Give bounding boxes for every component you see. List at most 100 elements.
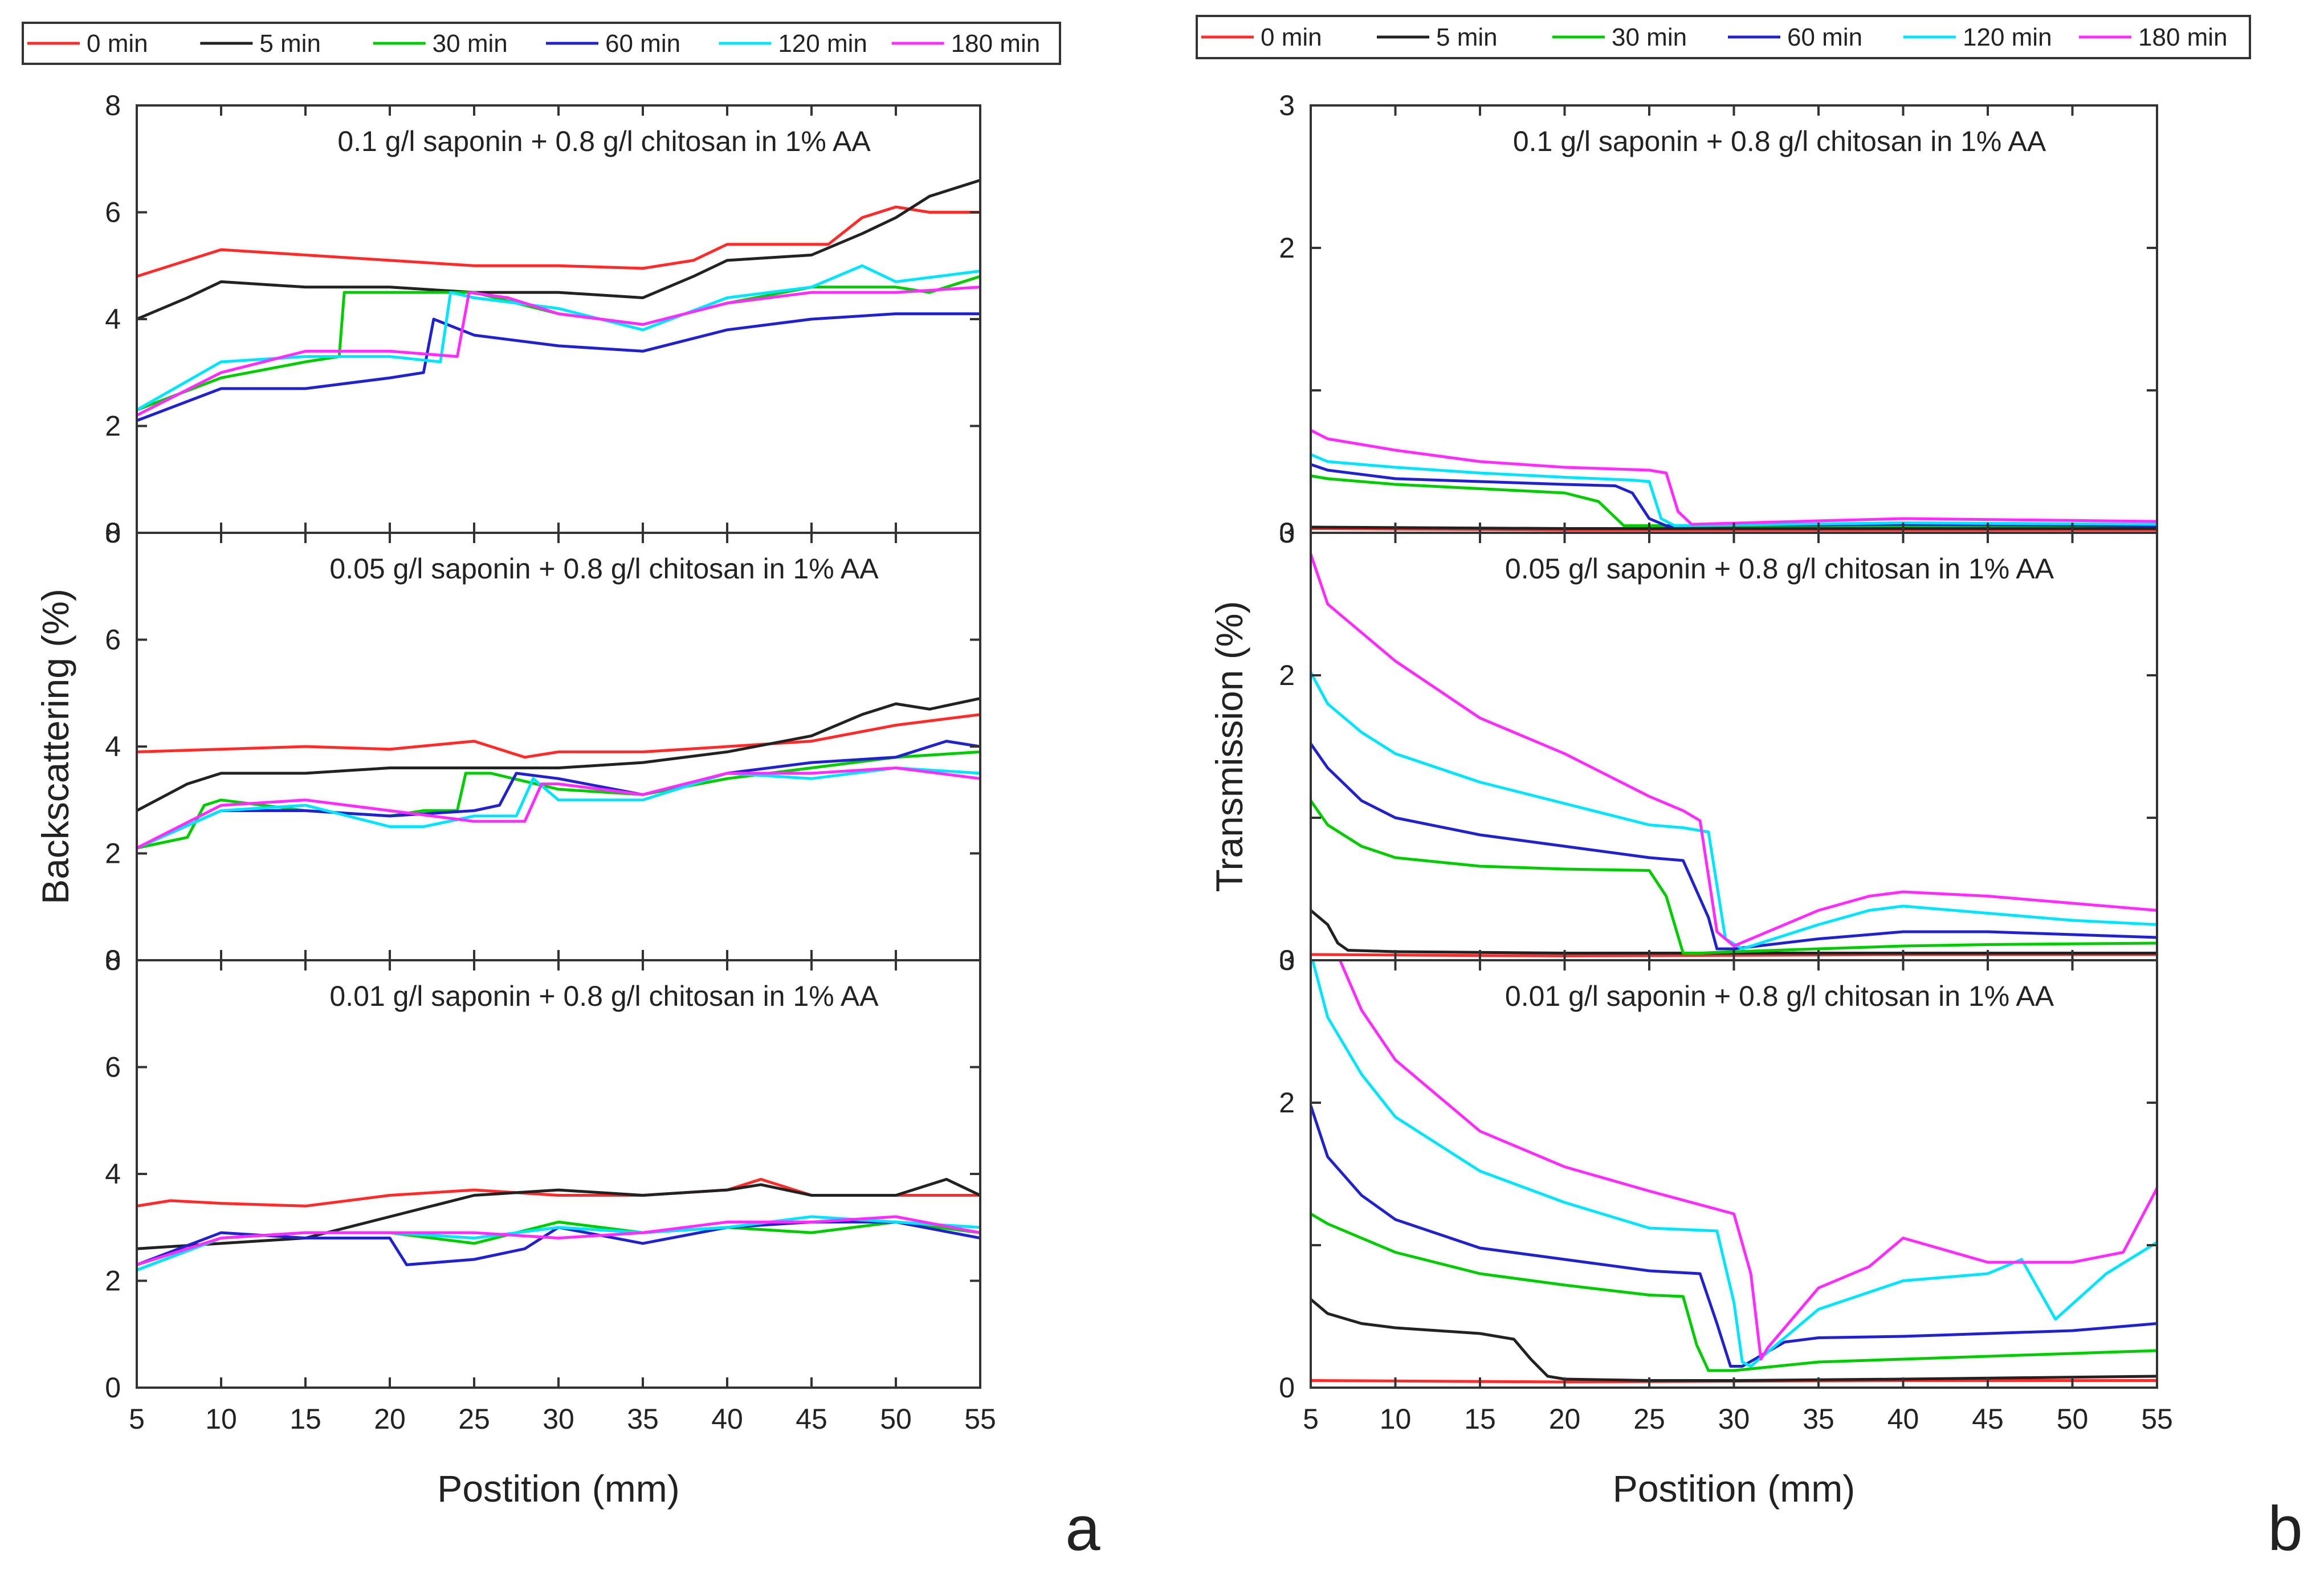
legend-item-0-min: 0 min	[27, 30, 148, 58]
tr-xtick-label: 45	[1972, 1403, 2004, 1435]
bs-xtick-label: 10	[205, 1403, 237, 1435]
bs-panel-3-frame	[136, 959, 981, 1389]
bs-panel-1-series-5-min	[137, 178, 980, 321]
bs-panel-2-ytick-label: 0	[105, 944, 121, 976]
legend-item-60-min: 60 min	[1728, 23, 1862, 51]
panel-letter-b: b	[2268, 1494, 2302, 1564]
bs-panel-3-series-0-min	[137, 1177, 980, 1208]
tr-panel-3-ytick-label: 2	[1279, 1087, 1295, 1119]
tr-panel-2-series-180-min	[1311, 553, 2157, 948]
legend-label: 5 min	[1436, 23, 1498, 51]
bs-xtick-label: 15	[290, 1403, 321, 1435]
bs-panel-3-ytick-label: 6	[105, 1051, 121, 1083]
backscattering-chart: 0 2 4 6 8 0.1 g/l saponin + 0.8 g/l chitosan …	[34, 89, 996, 1510]
legend-item-0-min: 0 min	[1201, 23, 1322, 51]
bs-panel-2-title: 0.05 g/l saponin + 0.8 g/l chitosan in 1…	[329, 553, 879, 585]
legend-label: 120 min	[1963, 23, 2052, 51]
tr-panel-3-series-30-min	[1311, 1212, 2157, 1372]
bs-panel-3-ytick-label: 0	[105, 1372, 121, 1404]
tr-xtick-label: 40	[1887, 1403, 1919, 1435]
tr-panel-1-ytick-label: 0	[1279, 517, 1295, 549]
bs-panel-1-series-120-min	[137, 264, 980, 411]
bs-panel-2-series-60-min	[137, 740, 980, 850]
tr-xtick-label: 30	[1718, 1403, 1750, 1435]
tr-xtick-label: 35	[1803, 1403, 1834, 1435]
legend-label: 120 min	[778, 30, 867, 58]
bs-x-axis-title: Postition (mm)	[437, 1467, 679, 1510]
bs-panel-3-ytick-label: 4	[105, 1158, 121, 1190]
tr-panel-2-ytick-label: 3	[1279, 517, 1295, 549]
legend-item-30-min: 30 min	[1552, 23, 1687, 51]
tr-xtick-label: 5	[1303, 1403, 1319, 1435]
tr-panel-2-series-60-min	[1311, 743, 2157, 951]
tr-panel-1-series-60-min	[1311, 463, 2157, 527]
tr-panel-1-series-30-min	[1311, 474, 2157, 527]
tr-xtick-label: 50	[2057, 1403, 2089, 1435]
legend-a: 0 min 5 min 30 min 60 min 120 min 180 min	[22, 22, 1061, 65]
bs-xtick-label: 35	[627, 1403, 659, 1435]
tr-panel-2-frame	[1310, 532, 2158, 961]
bs-panel-1-series-60-min	[137, 312, 980, 422]
bs-panel-2-series-0-min	[137, 713, 980, 759]
legend-label: 180 min	[951, 30, 1041, 58]
bs-xtick-label: 5	[129, 1403, 145, 1435]
tr-xtick-label: 15	[1464, 1403, 1496, 1435]
tr-panel-2-ytick-label: 2	[1279, 659, 1295, 691]
legend-label: 30 min	[1612, 23, 1687, 51]
bs-panel-3: 0 2 4 6 8 5 10 15 20 25 30 35 40 45 50 55 0.01 g/l sapon…	[105, 944, 996, 1435]
panel-letter-a: a	[1065, 1494, 1100, 1564]
tr-panel-2-title: 0.05 g/l saponin + 0.8 g/l chitosan in 1…	[1505, 553, 2054, 585]
bs-panel-2-series-120-min	[137, 766, 980, 850]
bs-panel-1-ytick-label: 8	[105, 89, 121, 121]
bs-panel-3-ytick-label: 2	[105, 1265, 121, 1297]
legend-label: 0 min	[1261, 23, 1322, 51]
tr-xtick-label: 55	[2141, 1403, 2173, 1435]
bs-panel-2-ytick-label: 8	[105, 517, 121, 549]
legend-item-30-min: 30 min	[373, 30, 508, 58]
tr-xtick-label: 25	[1633, 1403, 1665, 1435]
bs-xtick-label: 50	[880, 1403, 912, 1435]
bs-panel-1-series-180-min	[137, 286, 980, 417]
bs-xtick-label: 20	[374, 1403, 406, 1435]
legend-item-120-min: 120 min	[719, 30, 867, 58]
legend-label: 60 min	[1787, 23, 1862, 51]
legend-b: 0 min 5 min 30 min 60 min 120 min 180 min	[1196, 15, 2251, 59]
tr-panel-2-series-120-min	[1311, 671, 2157, 951]
legend-item-60-min: 60 min	[546, 30, 680, 58]
legend-label: 180 min	[2138, 23, 2228, 51]
bs-xtick-label: 45	[796, 1403, 827, 1435]
bs-panel-1-title: 0.1 g/l saponin + 0.8 g/l chitosan in 1%…	[337, 125, 871, 157]
legend-label: 30 min	[433, 30, 508, 58]
bs-panel-1-ytick-label: 2	[105, 410, 121, 442]
tr-panel-3-series-120-min	[1311, 960, 2157, 1368]
bs-panel-3-series-180-min	[137, 1215, 980, 1266]
tr-y-axis-title: Transmission (%)	[1208, 601, 1250, 892]
legend-item-5-min: 5 min	[200, 30, 321, 58]
bs-panel-2-ytick-label: 6	[105, 624, 121, 656]
tr-x-axis-title: Postition (mm)	[1613, 1467, 1855, 1510]
bs-panel-2-ytick-label: 2	[105, 838, 121, 870]
tr-panel-2-ytick-label: 0	[1279, 944, 1295, 976]
bs-xtick-label: 25	[458, 1403, 490, 1435]
bs-panel-2-ytick-label: 4	[105, 731, 121, 762]
tr-panel-1-title: 0.1 g/l saponin + 0.8 g/l chitosan in 1%…	[1513, 125, 2046, 157]
bs-panel-3-series-30-min	[137, 1220, 980, 1272]
bs-panel-2-series-180-min	[137, 766, 980, 850]
bs-xtick-label: 30	[543, 1403, 574, 1435]
tr-panel-1: 0 2 3 0.1 g/l saponin + 0.8 g/l chitosan in…	[1279, 89, 2158, 549]
tr-panel-3-series-60-min	[1311, 1105, 2157, 1368]
bs-panel-2: 0 2 4 6 8 0.05 g/l saponin + 0.8 g/l chitosan…	[105, 517, 981, 976]
legend-b-frame	[1196, 15, 2251, 59]
tr-panel-1-ytick-label: 3	[1279, 89, 1295, 121]
bs-panel-1-ytick-label: 6	[105, 197, 121, 229]
transmission-chart: 0 2 3 0.1 g/l saponin + 0.8 g/l chitosan in…	[1208, 89, 2173, 1510]
legend-item-5-min: 5 min	[1377, 23, 1498, 51]
tr-panel-3-ytick-label: 0	[1279, 1372, 1295, 1404]
tr-panel-2-series-30-min	[1311, 800, 2157, 955]
legend-item-180-min: 180 min	[891, 30, 1041, 58]
bs-panel-3-title: 0.01 g/l saponin + 0.8 g/l chitosan in 1…	[329, 980, 879, 1012]
bs-panel-2-series-5-min	[137, 697, 980, 812]
bs-xtick-label: 55	[964, 1403, 996, 1435]
